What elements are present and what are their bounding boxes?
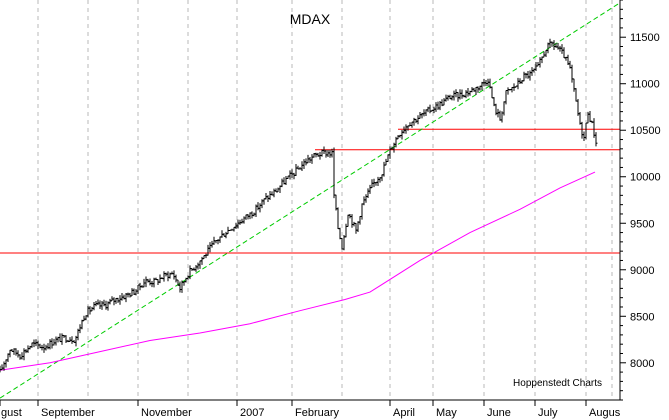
x-axis-ticks: gust September November 2007 February April Ma… bbox=[0, 400, 621, 419]
y-tick-label: 10500 bbox=[630, 125, 661, 137]
y-tick-label: 11000 bbox=[630, 79, 660, 91]
y-tick-label: 11500 bbox=[630, 32, 660, 44]
x-tick-label: gust bbox=[1, 407, 22, 419]
moving-average-line bbox=[0, 171, 596, 371]
y-tick-label: 10000 bbox=[630, 172, 661, 184]
x-tick-label: April bbox=[393, 407, 415, 419]
x-tick-label: November bbox=[141, 407, 192, 419]
x-tick-label: Augus bbox=[589, 407, 621, 419]
price-bars bbox=[0, 38, 598, 373]
x-tick-label: September bbox=[41, 407, 95, 419]
y-tick-label: 9500 bbox=[630, 218, 654, 230]
x-tick-label: June bbox=[487, 407, 511, 419]
y-axis-ticks: 8000 8500 9000 9500 10000 10500 11000 11500 bbox=[620, 0, 661, 401]
y-tick-label: 9000 bbox=[630, 265, 654, 277]
y-tick-label: 8500 bbox=[630, 311, 654, 323]
x-tick-label: February bbox=[295, 407, 340, 419]
y-tick-label: 8000 bbox=[630, 358, 654, 370]
vertical-gridlines bbox=[37, 0, 613, 400]
x-tick-label: July bbox=[538, 407, 558, 419]
support-resistance-lines bbox=[0, 128, 620, 254]
x-tick-label: 2007 bbox=[240, 407, 264, 419]
x-tick-label: May bbox=[436, 407, 457, 419]
trendline bbox=[0, 2, 621, 399]
moving-average-layer bbox=[0, 171, 596, 371]
trendline-layer bbox=[0, 2, 621, 399]
chart-credit: Hoppenstedt Charts bbox=[513, 378, 602, 389]
chart-title: MDAX bbox=[290, 11, 331, 27]
